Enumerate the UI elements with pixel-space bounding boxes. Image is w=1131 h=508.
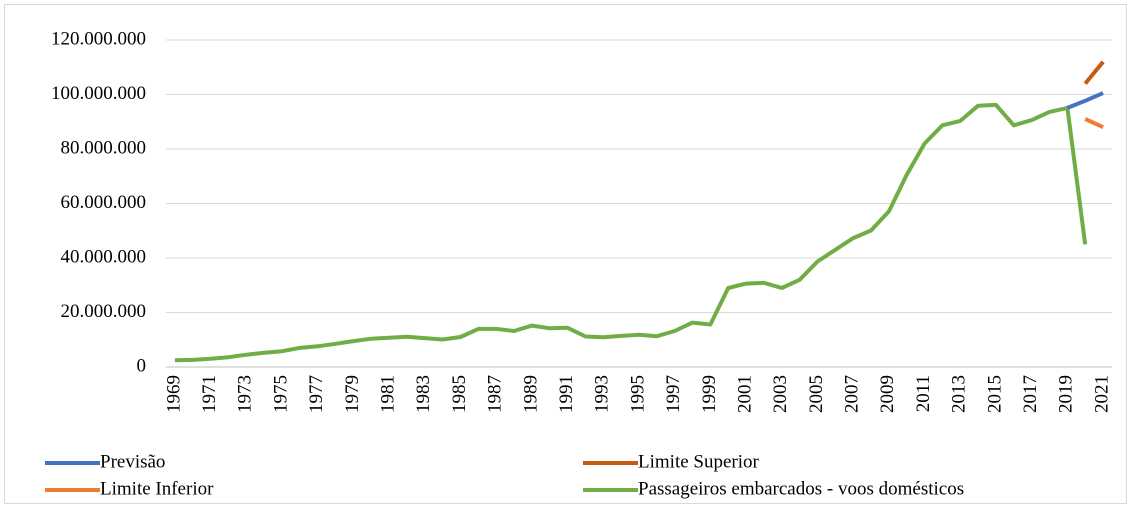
x-tick-label: 1975 <box>270 375 291 413</box>
legend-label: Previsão <box>100 451 165 472</box>
x-tick-label: 2007 <box>842 375 863 413</box>
y-tick-label: 100.000.000 <box>51 83 146 104</box>
y-tick-label: 40.000.000 <box>61 246 147 267</box>
x-tick-label: 1985 <box>449 375 470 413</box>
x-tick-label: 2017 <box>1020 375 1041 413</box>
x-tick-label: 2009 <box>877 375 898 413</box>
legend-label: Limite Superior <box>638 451 760 472</box>
y-tick-label: 80.000.000 <box>61 137 147 158</box>
y-tick-label: 120.000.000 <box>51 28 146 49</box>
x-tick-label: 1973 <box>235 375 256 413</box>
x-tick-label: 2019 <box>1056 375 1077 413</box>
legend-label: Passageiros embarcados - voos domésticos <box>638 478 964 499</box>
x-tick-label: 1981 <box>377 375 398 413</box>
y-tick-label: 0 <box>137 355 147 376</box>
legend-label: Limite Inferior <box>100 478 214 499</box>
chart-border <box>4 4 1127 504</box>
x-tick-label: 2011 <box>913 375 934 412</box>
x-tick-label: 1995 <box>627 375 648 413</box>
x-tick-label: 2013 <box>949 375 970 413</box>
series-line <box>174 102 1088 363</box>
x-tick-label: 2021 <box>1091 375 1112 413</box>
x-tick-label: 1971 <box>199 375 220 413</box>
series-line <box>1083 60 1105 85</box>
x-tick-label: 1969 <box>163 375 184 413</box>
x-tick-label: 2003 <box>770 375 791 413</box>
x-tick-label: 1993 <box>592 375 613 413</box>
x-tick-label: 2015 <box>984 375 1005 413</box>
x-tick-label: 1991 <box>556 375 577 413</box>
x-tick-label: 2005 <box>806 375 827 413</box>
series-line <box>1084 117 1104 130</box>
x-tick-label: 1989 <box>520 375 541 413</box>
x-tick-label: 1997 <box>663 375 684 413</box>
x-tick-label: 1987 <box>485 375 506 413</box>
series-line <box>1066 91 1104 110</box>
x-tick-label: 1977 <box>306 375 327 413</box>
x-tick-label: 1983 <box>413 375 434 413</box>
y-tick-label: 20.000.000 <box>61 301 147 322</box>
x-tick-label: 2001 <box>734 375 755 413</box>
x-tick-label: 1999 <box>699 375 720 413</box>
x-tick-label: 1979 <box>342 375 363 413</box>
y-tick-label: 60.000.000 <box>61 192 147 213</box>
